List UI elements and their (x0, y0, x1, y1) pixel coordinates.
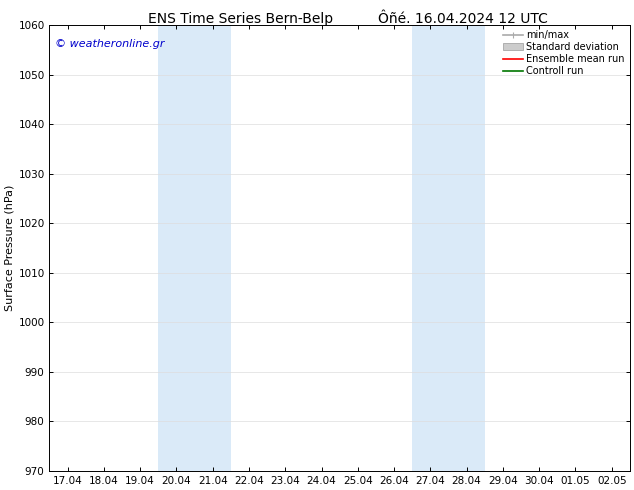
Bar (412, 25, 485, 471)
Bar (158, 25, 231, 471)
Text: ENS Time Series Bern-Belp: ENS Time Series Bern-Belp (148, 12, 333, 26)
Legend: min/max, Standard deviation, Ensemble mean run, Controll run: min/max, Standard deviation, Ensemble me… (501, 28, 627, 78)
Text: Ôñé. 16.04.2024 12 UTC: Ôñé. 16.04.2024 12 UTC (378, 12, 548, 26)
Text: © weatheronline.gr: © weatheronline.gr (55, 39, 165, 49)
Y-axis label: Surface Pressure (hPa): Surface Pressure (hPa) (4, 185, 14, 311)
